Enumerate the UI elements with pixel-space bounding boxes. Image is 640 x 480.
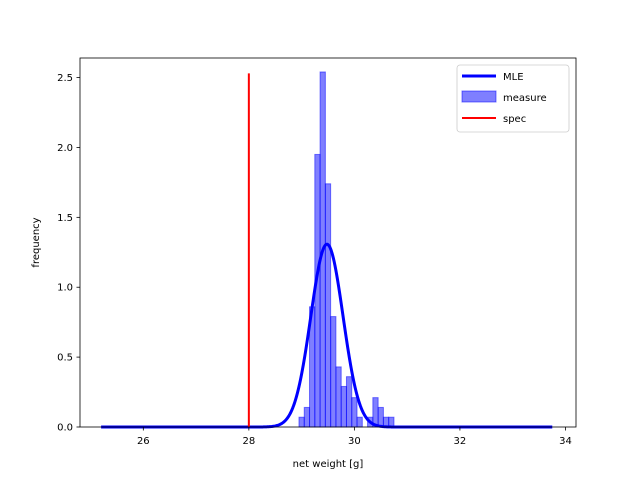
histogram-bar-5 bbox=[324, 183, 332, 428]
legend-mle-label: MLE bbox=[503, 72, 524, 83]
x-axis-label: net weight [g] bbox=[293, 459, 364, 470]
histogram-bar-9 bbox=[345, 376, 353, 428]
legend-box bbox=[456, 64, 570, 133]
y-axis-ticks: 0.0 0.5 1.0 1.5 2.0 2.5 bbox=[57, 73, 80, 434]
histogram-bar-6 bbox=[330, 316, 337, 428]
histogram-bar-10 bbox=[351, 397, 358, 428]
y-tick-label: 2.5 bbox=[57, 73, 73, 84]
x-tick-label: 34 bbox=[559, 436, 572, 447]
histogram-bar-0 bbox=[298, 416, 305, 428]
x-tick-label: 26 bbox=[137, 436, 150, 447]
x-tick-label: 30 bbox=[348, 436, 361, 447]
histogram-bar-1 bbox=[303, 406, 311, 428]
x-axis-ticks: 26 28 30 32 34 bbox=[137, 427, 572, 447]
legend-measure-swatch bbox=[461, 90, 497, 103]
histogram-bar-15 bbox=[377, 406, 384, 428]
plot-frame bbox=[79, 57, 577, 428]
y-tick-label: 0.0 bbox=[57, 423, 73, 434]
y-tick-label: 2.0 bbox=[57, 143, 73, 154]
legend: MLE measure spec bbox=[456, 64, 570, 133]
x-tick-label: 32 bbox=[454, 436, 467, 447]
histogram-bar-11 bbox=[356, 416, 363, 428]
legend-measure-label: measure bbox=[503, 93, 547, 104]
y-axis-label: frequency bbox=[31, 217, 42, 267]
x-tick-label: 28 bbox=[242, 436, 255, 447]
legend-spec-label: spec bbox=[503, 114, 526, 125]
y-tick-label: 1.5 bbox=[57, 213, 73, 224]
y-tick-label: 0.5 bbox=[57, 353, 73, 364]
histogram-bar-7 bbox=[335, 366, 342, 428]
y-tick-label: 1.0 bbox=[57, 283, 73, 294]
histogram-bar-8 bbox=[340, 385, 347, 428]
